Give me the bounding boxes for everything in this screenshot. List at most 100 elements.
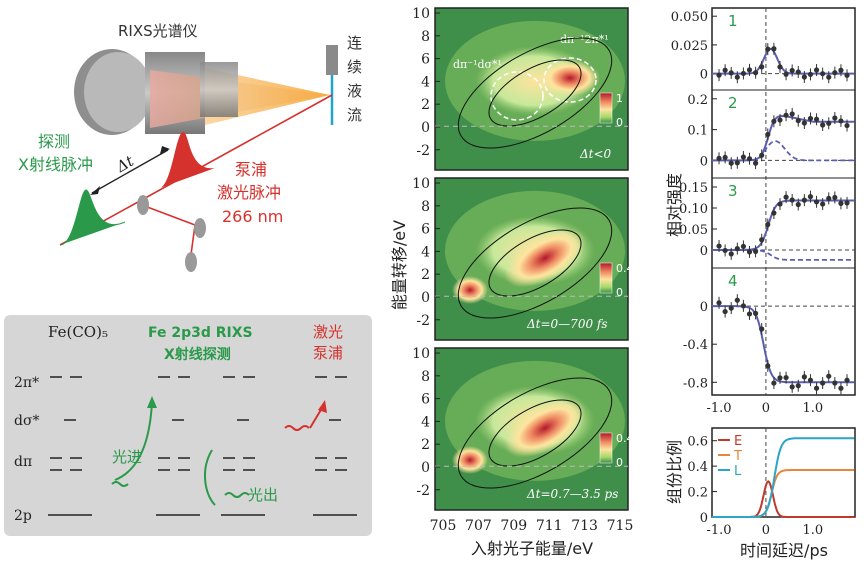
y-tick: 10 [412,6,430,22]
data-point [844,377,850,383]
y-tick: 0.10 [679,202,708,217]
data-point [801,120,807,126]
x-tick: 713 [571,518,598,534]
svg-text:激光脉冲: 激光脉冲 [217,183,281,202]
y-tick: 0 [421,460,430,476]
data-point [759,237,765,243]
y-tick: 8 [421,369,430,385]
data-point [807,115,814,122]
y-tick: 0 [421,290,430,306]
population-x-label: 时间延迟/ps [740,541,828,560]
y-tick: 0.025 [671,39,708,54]
y-tick: 0.050 [671,10,708,25]
legend-entry: L [734,464,742,479]
y-tick: 0 [700,68,708,83]
svg-text:光出: 光出 [248,486,278,504]
data-point [765,46,771,52]
y-tick: 0 [700,244,708,259]
data-point [795,118,801,124]
fit-curve [712,47,855,75]
data-point [820,122,826,128]
y-tick: 4 [421,414,430,430]
data-point [783,194,789,200]
colorbar-min: 0 [616,456,623,469]
colorbar-max: 0.45 [616,262,641,275]
mirror-1 [137,195,149,215]
rixs-maps: dπ⁻¹dσ*¹dπ⁻¹2π*¹10Δt<0-202468100.450Δt=0… [390,6,641,558]
colorbar-min: 0 [616,286,623,299]
y-tick: 0.05 [679,223,708,238]
kinetics-panel-3: 3 0 0.05 0.10 0.15 [679,177,855,261]
map-label: dπ⁻¹dσ*¹ [453,58,502,71]
delay-label: Δt [112,151,137,176]
svg-text:X射线探测: X射线探测 [164,346,231,363]
data-point [753,310,759,316]
data-point [801,197,807,203]
population-curve-L [712,437,855,518]
data-point [826,195,832,201]
data-point [813,116,820,122]
data-point [740,70,747,77]
x-tick: 709 [500,518,527,534]
y-tick: -0.4 [683,338,708,353]
svg-text:连: 连 [347,34,362,52]
y-tick: -2 [416,483,430,499]
data-point [716,243,722,249]
data-point [820,201,826,207]
y-tick: 0.6 [687,435,708,450]
data-point [722,67,728,73]
y-tick: 0.2 [687,486,708,501]
fit-curve [712,114,855,162]
svg-text:续: 续 [347,58,362,76]
data-point [820,380,826,386]
colorbar-max: 0.45 [616,432,641,445]
data-point [801,374,807,380]
svg-text:液: 液 [347,82,362,100]
data-point [728,251,734,257]
rixs-map-2: 0.45 0 Δt=0—700 fs -2 0 2 4 6 8 10 [412,176,641,341]
energy-level-diagram: Fe(CO)₅ Fe 2p3d RIXS X射线探测 激光 泵浦 2π* dσ*… [4,315,372,536]
population-y-label: 组份比例 [665,440,684,504]
kinetics-panel-1: 1 0 0.025 0.050 [671,10,855,84]
data-point [826,74,832,80]
svg-text:266 nm: 266 nm [222,207,283,226]
legend-entry: T [733,449,742,464]
y-tick: 6 [421,222,430,238]
data-point [807,71,814,77]
data-point [789,384,795,390]
y-tick: -0.8 [683,376,708,391]
data-point [740,303,747,309]
map-label: dπ⁻¹2π*¹ [560,33,609,46]
svg-text:dπ: dπ [14,454,32,470]
data-point [728,305,734,311]
pump-arrow [284,425,310,431]
data-point [734,246,740,252]
probe-label: 探测 [38,132,70,151]
delay-arrow [91,149,169,194]
x-tick: 711 [536,518,563,534]
data-point [813,67,820,73]
data-point [844,122,850,129]
panel-id: 3 [728,182,738,200]
data-point [838,67,844,73]
data-point [771,118,777,124]
data-point [795,69,801,75]
data-point [807,377,814,383]
data-point [734,160,740,166]
kinetics-panel-2: 2 0 0.1 0.2 [687,89,855,169]
svg-text:泵浦: 泵浦 [313,344,343,362]
y-tick: 0.1 [687,124,708,139]
panel-id: 1 [728,12,738,30]
data-point [795,383,801,389]
x-axis-label: 入射光子能量/eV [471,539,593,558]
data-point [783,112,789,118]
delay-label: Δt<0 [579,147,612,161]
y-tick: 0.4 [687,460,708,475]
data-point [838,200,844,206]
y-tick: 8 [421,29,430,45]
svg-text:激光: 激光 [313,323,343,341]
y-tick: 4 [421,74,430,90]
legend-entry: E [734,434,742,449]
delay-label: Δt=0—700 fs [526,317,608,331]
